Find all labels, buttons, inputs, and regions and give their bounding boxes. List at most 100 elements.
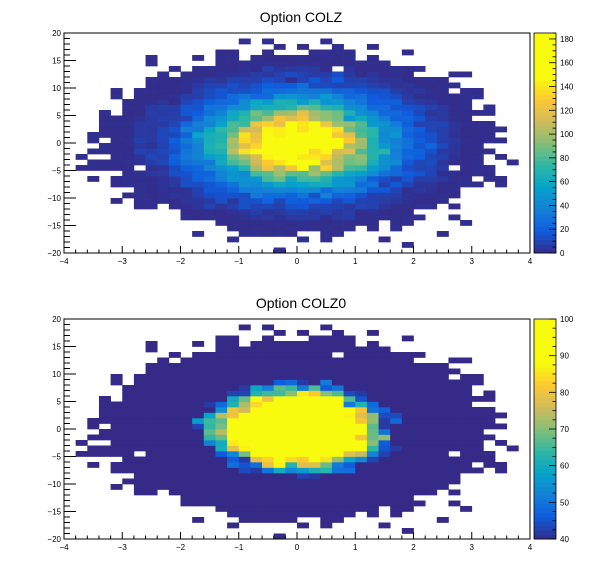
heatmap-cell <box>390 379 403 386</box>
heatmap-cell <box>122 451 135 457</box>
heatmap-cell <box>448 462 461 468</box>
heatmap-cell <box>297 500 309 507</box>
heatmap-cell <box>448 434 461 441</box>
colorbar-band <box>534 165 556 170</box>
heatmap-cell <box>215 500 228 507</box>
heatmap-cell <box>133 429 146 435</box>
heatmap-cell <box>425 154 438 160</box>
heatmap-cell <box>436 434 449 441</box>
heatmap-cell <box>262 352 275 358</box>
heatmap-cell <box>331 412 344 419</box>
heatmap-cell <box>285 368 298 375</box>
heatmap-cell <box>366 121 379 127</box>
heatmap-cell <box>401 198 414 204</box>
heatmap-cell <box>250 93 263 100</box>
x-tick-label: 3 <box>470 257 475 266</box>
heatmap-cell <box>250 187 263 193</box>
heatmap-cell <box>366 214 379 221</box>
heatmap-cell <box>168 88 181 94</box>
heatmap-cell <box>401 121 414 127</box>
heatmap-cell <box>250 456 263 463</box>
heatmap-cell <box>308 467 321 474</box>
heatmap-cell <box>227 462 240 468</box>
heatmap-cell <box>180 462 193 468</box>
heatmap-cell <box>98 418 111 424</box>
heatmap-cell <box>355 407 368 413</box>
heatmap-cell <box>238 423 251 430</box>
heatmap-cell <box>157 478 170 485</box>
heatmap-cell <box>203 401 216 408</box>
heatmap-cell <box>203 445 216 452</box>
heatmap-cell <box>273 489 286 496</box>
heatmap-cell <box>390 170 403 177</box>
x-tick-label: 3 <box>470 543 475 552</box>
heatmap-cell <box>168 489 181 496</box>
heatmap-cell <box>471 434 484 441</box>
heatmap-cell <box>401 495 414 501</box>
heatmap-cell <box>366 495 379 501</box>
heatmap-cell <box>390 181 403 188</box>
colorbar-band <box>534 187 556 192</box>
heatmap-cell <box>157 429 170 435</box>
heatmap-cell <box>180 126 193 133</box>
heatmap-cell <box>192 99 205 105</box>
heatmap-cell <box>331 335 344 342</box>
heatmap-cell <box>262 132 275 138</box>
heatmap-cell <box>297 143 309 149</box>
heatmap-cell <box>378 214 391 221</box>
heatmap-cell <box>343 506 356 512</box>
heatmap-cell <box>273 214 286 221</box>
heatmap-cell <box>308 66 321 72</box>
heatmap-cell <box>262 385 275 391</box>
heatmap-cell <box>227 110 240 116</box>
heatmap-cell <box>192 88 205 94</box>
heatmap-cell <box>203 418 216 424</box>
heatmap-cell <box>285 379 298 386</box>
heatmap-cell <box>378 363 391 369</box>
heatmap-cell <box>343 379 356 386</box>
heatmap-cell <box>331 126 344 133</box>
colorbar-band <box>534 156 556 161</box>
heatmap-cell <box>215 49 228 56</box>
heatmap-cell <box>203 379 216 386</box>
heatmap-cell <box>308 181 321 188</box>
heatmap-cell <box>168 198 181 204</box>
colorbar-band <box>534 121 556 126</box>
heatmap-cell <box>413 374 426 380</box>
heatmap-cell <box>355 357 368 364</box>
heatmap-cell <box>308 407 321 413</box>
x-tick-label: −4 <box>59 257 69 266</box>
heatmap-cell <box>483 390 496 397</box>
heatmap-cell <box>203 434 216 441</box>
heatmap-cell <box>378 198 391 204</box>
heatmap-cell <box>448 110 461 116</box>
heatmap-cell <box>180 357 193 364</box>
heatmap-cell <box>157 418 170 424</box>
heatmap-cell <box>273 121 286 127</box>
heatmap-cell <box>297 165 309 171</box>
heatmap-cell <box>355 60 368 67</box>
heatmap-cell <box>320 132 333 138</box>
heatmap-cell <box>168 396 181 402</box>
heatmap-cell <box>390 467 403 474</box>
heatmap-cell <box>297 181 309 188</box>
heatmap-cell <box>401 456 414 463</box>
heatmap-cell <box>460 423 473 430</box>
heatmap-cell <box>133 154 146 160</box>
heatmap-cell <box>250 418 263 424</box>
heatmap-cell <box>320 368 333 375</box>
heatmap-cell <box>331 82 344 89</box>
heatmap-cell <box>401 368 414 375</box>
y-tick-label: −15 <box>47 508 61 517</box>
heatmap-cell <box>168 390 181 397</box>
heatmap-cell <box>180 423 193 430</box>
heatmap-cell <box>413 473 426 479</box>
heatmap-cell <box>133 159 146 166</box>
heatmap-cell <box>215 132 228 138</box>
heatmap-cell <box>168 423 181 430</box>
heatmap-cell <box>308 401 321 408</box>
heatmap-cell <box>273 418 286 424</box>
heatmap-cell <box>331 220 344 226</box>
heatmap-cell <box>238 203 251 210</box>
heatmap-cell <box>157 407 170 413</box>
